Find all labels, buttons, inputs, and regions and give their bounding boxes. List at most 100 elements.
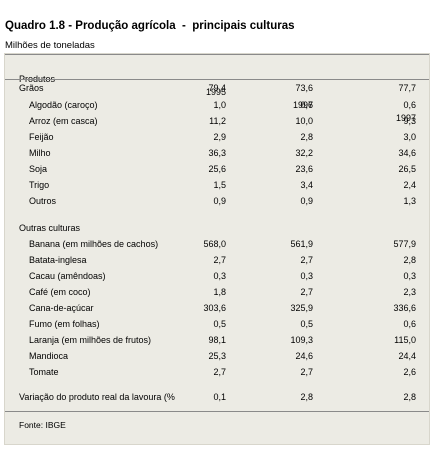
row-value-2: 23,6 bbox=[295, 164, 313, 174]
row-value-3: 26,5 bbox=[398, 164, 416, 174]
row-label: Batata-inglesa bbox=[29, 255, 87, 265]
bottom-rule bbox=[5, 411, 429, 412]
row-value-3: 9,3 bbox=[403, 116, 416, 126]
row-label: Café (em coco) bbox=[29, 287, 91, 297]
table-row: Soja 25,6 23,6 26,5 bbox=[5, 163, 429, 176]
table-row: Mandioca 25,3 24,6 24,4 bbox=[5, 350, 429, 363]
row-value-3: 2,8 bbox=[403, 255, 416, 265]
row-value-1: 568,0 bbox=[203, 239, 226, 249]
table-row: Milho 36,3 32,2 34,6 bbox=[5, 147, 429, 160]
row-value-2: 2,7 bbox=[300, 367, 313, 377]
row-label: Feijão bbox=[29, 132, 54, 142]
row-value-1: 98,1 bbox=[208, 335, 226, 345]
row-value-1: 11,2 bbox=[209, 116, 226, 126]
row-value-1: 1,0 bbox=[213, 100, 226, 110]
row-value-3: 77,7 bbox=[398, 83, 416, 93]
row-value-1: 303,6 bbox=[203, 303, 226, 313]
table-row: Trigo 1,5 3,4 2,4 bbox=[5, 179, 429, 192]
row-value-1: 2,7 bbox=[213, 367, 226, 377]
row-value-2: 10,0 bbox=[295, 116, 313, 126]
table-row: Arroz (em casca) 11,2 10,0 9,3 bbox=[5, 115, 429, 128]
row-value-3: 115,0 bbox=[394, 335, 416, 345]
header-year-1997: 1997 bbox=[395, 113, 416, 123]
row-value-2: 2,8 bbox=[300, 392, 313, 402]
row-label: Algodão (caroço) bbox=[29, 100, 98, 110]
table-row: Banana (em milhões de cachos) 568,0 561,9 5… bbox=[5, 238, 429, 251]
table-row: Café (em coco) 1,8 2,7 2,3 bbox=[5, 286, 429, 299]
row-value-3: 0,3 bbox=[403, 271, 416, 281]
row-value-2: 0,5 bbox=[300, 319, 313, 329]
row-value-1: 0,1 bbox=[213, 392, 226, 402]
row-value-2: 73,6 bbox=[295, 83, 313, 93]
header-year-1996: 1996 bbox=[292, 100, 313, 110]
table-row: Algodão (caroço) 1,0 0,7 0,6 bbox=[5, 99, 429, 112]
top-rule bbox=[5, 54, 429, 55]
row-value-2: 325,9 bbox=[290, 303, 313, 313]
row-value-3: 0,6 bbox=[403, 319, 416, 329]
row-value-1: 0,9 bbox=[213, 196, 226, 206]
row-value-1: 1,5 bbox=[213, 180, 226, 190]
row-value-2: 3,4 bbox=[300, 180, 313, 190]
table-row: Batata-inglesa 2,7 2,7 2,8 bbox=[5, 254, 429, 267]
table-row: Outras culturas bbox=[5, 222, 429, 235]
row-label: Milho bbox=[29, 148, 51, 158]
row-label: Grãos bbox=[19, 83, 44, 93]
table-subtitle: Milhões de toneladas bbox=[5, 40, 95, 51]
table-row: Feijão 2,9 2,8 3,0 bbox=[5, 131, 429, 144]
row-label: Cacau (amêndoas) bbox=[29, 271, 106, 281]
row-value-3: 2,3 bbox=[403, 287, 416, 297]
row-value-3: 0,6 bbox=[403, 100, 416, 110]
row-label: Arroz (em casca) bbox=[29, 116, 98, 126]
row-value-2: 0,7 bbox=[300, 100, 313, 110]
row-value-3: 577,9 bbox=[393, 239, 416, 249]
row-value-2: 2,7 bbox=[300, 255, 313, 265]
row-value-2: 0,9 bbox=[300, 196, 313, 206]
row-label: Banana (em milhões de cachos) bbox=[29, 239, 159, 249]
table-header: Produtos 1995 1996 1997 bbox=[5, 60, 429, 123]
source-note: Fonte: IBGE bbox=[19, 420, 66, 430]
row-value-1: 2,9 bbox=[213, 132, 226, 142]
row-label: Fumo (em folhas) bbox=[29, 319, 100, 329]
row-value-1: 79,4 bbox=[208, 83, 226, 93]
row-value-3: 3,0 bbox=[403, 132, 416, 142]
table-row: Variação do produto real da lavoura (% 0,… bbox=[5, 391, 429, 404]
row-value-1: 25,3 bbox=[208, 351, 226, 361]
table-panel: Produtos 1995 1996 1997 Grãos 79,4 73,6 77,… bbox=[4, 53, 430, 445]
row-value-3: 2,8 bbox=[403, 392, 416, 402]
row-value-3: 1,3 bbox=[403, 196, 416, 206]
table-row: Grãos 79,4 73,6 77,7 bbox=[5, 82, 429, 95]
row-value-2: 0,3 bbox=[300, 271, 313, 281]
row-label: Variação do produto real da lavoura (% bbox=[19, 392, 175, 402]
row-label: Laranja (em milhões de frutos) bbox=[29, 335, 152, 345]
row-value-3: 34,6 bbox=[398, 148, 416, 158]
row-value-1: 2,7 bbox=[213, 255, 226, 265]
row-value-2: 32,2 bbox=[295, 148, 313, 158]
row-value-3: 24,4 bbox=[398, 351, 416, 361]
row-label: Mandioca bbox=[29, 351, 69, 361]
table-row: Outros 0,9 0,9 1,3 bbox=[5, 195, 429, 208]
table-row: Laranja (em milhões de frutos) 98,1 109,3 1… bbox=[5, 334, 429, 347]
row-label: Soja bbox=[29, 164, 48, 174]
row-value-2: 109,3 bbox=[290, 335, 313, 345]
row-value-1: 25,6 bbox=[208, 164, 226, 174]
row-value-1: 1,8 bbox=[213, 287, 226, 297]
header-year-1995: 1995 bbox=[205, 87, 226, 97]
row-label: Outros bbox=[29, 196, 57, 206]
table-row: Fumo (em folhas) 0,5 0,5 0,6 bbox=[5, 318, 429, 331]
row-value-3: 2,4 bbox=[403, 180, 416, 190]
row-value-1: 36,3 bbox=[208, 148, 226, 158]
table-row: Cacau (amêndoas) 0,3 0,3 0,3 bbox=[5, 270, 429, 283]
row-value-1: 0,5 bbox=[213, 319, 226, 329]
row-label: Cana-de-açúcar bbox=[29, 303, 94, 313]
row-label: Trigo bbox=[29, 180, 50, 190]
row-value-3: 2,6 bbox=[403, 367, 416, 377]
row-value-3: 336,6 bbox=[393, 303, 416, 313]
table-row: Cana-de-açúcar 303,6 325,9 336,6 bbox=[5, 302, 429, 315]
table-title: Quadro 1.8 - Produção agrícola - princip… bbox=[5, 20, 295, 32]
row-value-2: 561,9 bbox=[290, 239, 313, 249]
row-value-2: 2,7 bbox=[300, 287, 313, 297]
table-row: Tomate 2,7 2,7 2,6 bbox=[5, 366, 429, 379]
row-value-2: 2,8 bbox=[300, 132, 313, 142]
row-label: Outras culturas bbox=[19, 223, 81, 233]
